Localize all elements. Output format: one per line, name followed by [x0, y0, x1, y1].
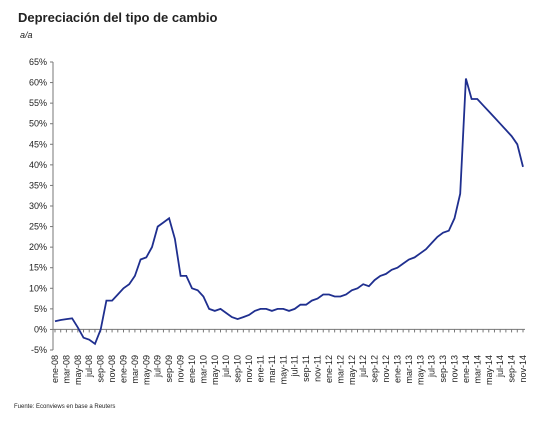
x-tick-label: may-12: [347, 355, 357, 385]
x-tick-label: nov-14: [518, 355, 528, 383]
y-tick-label: 15%: [29, 263, 47, 273]
x-tick-label: ene-13: [392, 355, 402, 383]
x-tick-label: nov-13: [450, 355, 460, 383]
y-tick-label: 65%: [29, 57, 47, 67]
y-tick-label: 10%: [29, 283, 47, 293]
x-tick-label: sep-13: [438, 355, 448, 383]
x-tick-label: mar-12: [335, 355, 345, 384]
x-tick-label: jul-09: [153, 355, 163, 378]
x-tick-label: may-09: [141, 355, 151, 385]
y-tick-label: -5%: [31, 345, 47, 355]
x-tick-label: sep-10: [233, 355, 243, 383]
y-tick-label: 60%: [29, 78, 47, 88]
data-line: [54, 78, 524, 346]
x-tick-label: ene-11: [255, 355, 265, 382]
source-note: Fuente: Econviews en base a Reuters: [14, 404, 115, 410]
y-tick-label: 40%: [29, 160, 47, 170]
x-tick-label: may-14: [484, 355, 494, 385]
chart-title: Depreciación del tipo de cambio: [18, 10, 217, 25]
y-tick-label: 45%: [29, 139, 47, 149]
x-tick-label: may-11: [278, 355, 288, 384]
y-tick-label: 35%: [29, 180, 47, 190]
y-tick-label: 5%: [34, 304, 47, 314]
x-tick-label: sep-12: [370, 355, 380, 383]
x-tick-label: ene-09: [118, 355, 128, 383]
x-tick-label: may-13: [415, 355, 425, 385]
x-tick-label: nov-11: [313, 355, 323, 382]
x-tick-label: jul-12: [358, 355, 368, 378]
x-tick-label: mar-08: [61, 355, 71, 384]
x-tick-label: jul-14: [495, 355, 505, 378]
x-tick-label: mar-14: [472, 355, 482, 384]
y-tick-label: 55%: [29, 98, 47, 108]
y-tick-label: 0%: [34, 324, 47, 334]
y-tick-label: 30%: [29, 201, 47, 211]
x-tick-label: sep-09: [164, 355, 174, 383]
x-tick-label: jul-13: [427, 355, 437, 378]
x-tick-label: ene-12: [324, 355, 334, 383]
x-tick-label: mar-09: [130, 355, 140, 384]
x-tick-label: nov-12: [381, 355, 391, 383]
x-tick-label: nov-08: [107, 355, 117, 383]
x-tick-label: sep-11: [301, 355, 311, 382]
x-tick-label: may-10: [210, 355, 220, 385]
x-tick-label: may-08: [73, 355, 83, 385]
x-tick-label: nov-10: [244, 355, 254, 383]
x-tick-label: mar-13: [404, 355, 414, 384]
x-tick-label: mar-11: [267, 355, 277, 383]
x-tick-label: jul-11: [290, 355, 300, 377]
x-tick-label: ene-08: [50, 355, 60, 383]
y-tick-label: 25%: [29, 222, 47, 232]
x-tick-label: nov-09: [176, 355, 186, 383]
x-tick-label: ene-10: [187, 355, 197, 383]
x-tick-label: ene-14: [461, 355, 471, 383]
chart-subtitle: a/a: [20, 30, 33, 40]
x-tick-label: mar-10: [198, 355, 208, 384]
x-tick-label: sep-08: [96, 355, 106, 383]
y-tick-label: 20%: [29, 242, 47, 252]
x-tick-label: jul-10: [221, 355, 231, 378]
x-tick-label: sep-14: [507, 355, 517, 383]
y-tick-label: 50%: [29, 119, 47, 129]
x-tick-label: jul-08: [84, 355, 94, 378]
